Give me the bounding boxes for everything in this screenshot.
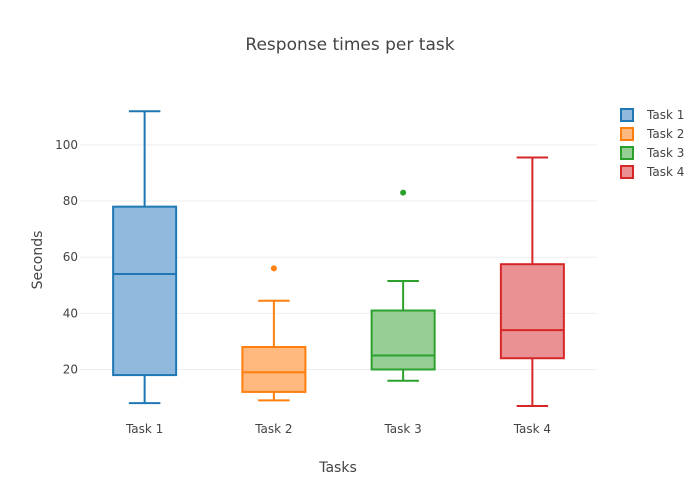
legend-item-2: Task 2 bbox=[620, 127, 684, 141]
y-tick-label: 20 bbox=[63, 362, 78, 376]
box-1 bbox=[112, 110, 178, 405]
legend-item-4: Task 4 bbox=[620, 165, 684, 179]
outlier-point bbox=[400, 189, 407, 196]
interquartile-box bbox=[370, 309, 436, 371]
legend-label: Task 1 bbox=[646, 108, 684, 122]
interquartile-box bbox=[241, 346, 307, 393]
legend-swatch bbox=[620, 146, 634, 160]
interquartile-box bbox=[499, 263, 565, 360]
legend-label: Task 4 bbox=[646, 165, 684, 179]
legend-item-3: Task 3 bbox=[620, 146, 684, 160]
x-axis-title: Tasks bbox=[318, 460, 357, 476]
y-tick-label: 100 bbox=[55, 138, 78, 152]
x-tick-label: Task 1 bbox=[125, 422, 163, 436]
x-tick-label: Task 4 bbox=[513, 422, 551, 436]
y-axis-ticks: 20 40 60 80 100 bbox=[55, 138, 78, 377]
box-4 bbox=[499, 156, 565, 407]
chart-title: Response times per task bbox=[245, 35, 454, 55]
boxes bbox=[112, 110, 565, 407]
legend-swatch bbox=[620, 127, 634, 141]
legend-label: Task 2 bbox=[646, 127, 684, 141]
legend-label: Task 3 bbox=[646, 146, 684, 160]
outlier-point bbox=[270, 265, 277, 272]
x-tick-label: Task 2 bbox=[254, 422, 292, 436]
legend-swatch bbox=[620, 165, 634, 179]
x-axis-ticks: Task 1 Task 2 Task 3 Task 4 bbox=[125, 422, 551, 436]
legend-item-1: Task 1 bbox=[620, 108, 684, 122]
box-2 bbox=[241, 265, 307, 402]
y-tick-label: 60 bbox=[63, 250, 78, 264]
interquartile-box bbox=[112, 205, 178, 377]
x-tick-label: Task 3 bbox=[383, 422, 421, 436]
legend: Task 1 Task 2 Task 3 Task 4 bbox=[620, 108, 684, 179]
legend-swatch bbox=[620, 108, 634, 122]
y-tick-label: 80 bbox=[63, 194, 78, 208]
y-tick-label: 40 bbox=[63, 306, 78, 320]
y-axis-title: Seconds bbox=[30, 231, 46, 290]
box-3 bbox=[370, 189, 436, 382]
